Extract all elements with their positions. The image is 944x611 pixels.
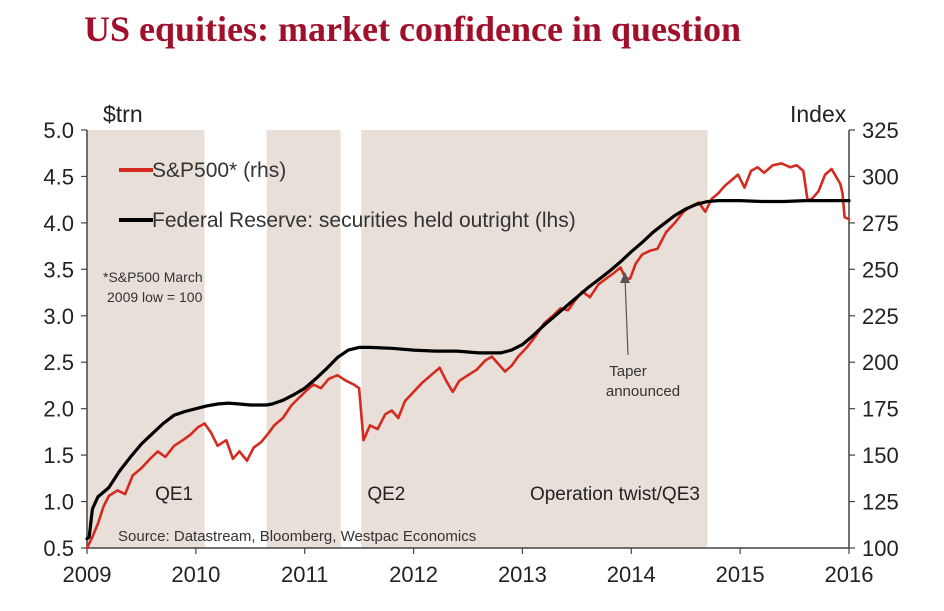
band-label: Operation twist/QE3 <box>530 484 700 505</box>
y-left-unit-label: $trn <box>103 101 143 127</box>
axes: 0.5 1.0 1.5 2.0 2.5 3.0 3.5 4.0 4.5 5.0 100 125 150 1… <box>43 118 898 587</box>
x-tick-label: 2016 <box>825 562 874 587</box>
series-line-fed-securities <box>85 199 851 541</box>
y-left-tick-label: 4.0 <box>43 211 74 236</box>
chart-title: US equities: market confidence in questi… <box>84 9 741 49</box>
legend-label-sp500: S&P500* (rhs) <box>152 159 286 182</box>
legend-label-fed: Federal Reserve: securities held outrigh… <box>152 209 576 232</box>
x-tick-label: 2009 <box>63 562 112 587</box>
band-label: QE2 <box>367 484 405 505</box>
y-left-tick-label: 3.0 <box>43 304 74 329</box>
y-right-tick-label: 175 <box>862 397 899 422</box>
x-tick-label: 2010 <box>171 562 220 587</box>
annotation-announced: announced <box>606 383 680 400</box>
x-tick-label: 2011 <box>281 562 328 587</box>
x-tick-label: 2012 <box>389 562 438 587</box>
shaded-band-1 <box>266 130 341 548</box>
shaded-band-0 <box>87 130 205 548</box>
footnote-line-2: 2009 low = 100 <box>107 289 203 305</box>
y-left-tick-label: 1.5 <box>43 443 74 468</box>
source-note: Source: Datastream, Bloomberg, Westpac E… <box>118 528 476 545</box>
y-left-tick-label: 0.5 <box>43 536 74 561</box>
series-line-sp500 <box>85 162 851 550</box>
y-right-tick-label: 125 <box>862 490 899 515</box>
taper-arrow <box>624 277 629 356</box>
annotation-taper: Taper <box>609 363 647 380</box>
y-right-unit-label: Index <box>790 101 847 127</box>
y-left-tick-label: 1.0 <box>43 490 74 515</box>
y-right-tick-label: 300 <box>862 164 899 189</box>
y-right-tick-label: 200 <box>862 350 899 375</box>
y-right-tick-label: 275 <box>862 211 899 236</box>
footnote-line-1: *S&P500 March <box>103 269 203 285</box>
taper-arrowhead <box>620 272 630 283</box>
y-left-tick-label: 3.5 <box>43 257 74 282</box>
x-tick-label: 2013 <box>498 562 547 587</box>
x-tick-label: 2015 <box>716 562 765 587</box>
y-right-tick-label: 250 <box>862 257 899 282</box>
y-left-tick-label: 2.0 <box>43 397 74 422</box>
band-label: QE1 <box>155 484 193 505</box>
y-right-tick-label: 150 <box>862 443 899 468</box>
band-labels: QE1 QE2 Operation twist/QE3 <box>155 484 700 505</box>
y-right-tick-label: 325 <box>862 118 899 143</box>
x-tick-label: 2014 <box>607 562 656 587</box>
y-right-tick-label: 225 <box>862 304 899 329</box>
series-lines <box>85 162 851 550</box>
y-left-tick-label: 4.5 <box>43 164 74 189</box>
y-left-tick-label: 5.0 <box>43 118 74 143</box>
y-left-tick-label: 2.5 <box>43 350 74 375</box>
y-right-tick-label: 100 <box>862 536 899 561</box>
